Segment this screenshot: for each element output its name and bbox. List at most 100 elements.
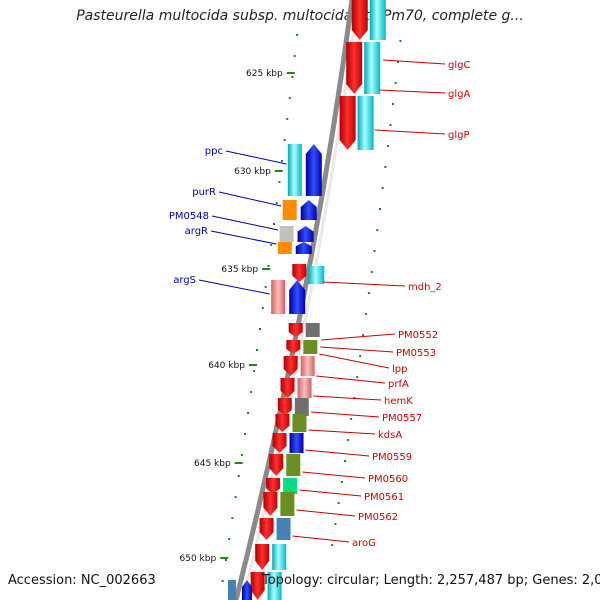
ruler-dot	[224, 559, 227, 561]
ruler-tick	[262, 268, 271, 270]
gene-label: aroG	[352, 538, 376, 549]
ruler-dot	[256, 349, 259, 351]
ruler-dot	[291, 76, 294, 78]
label-leader	[320, 346, 394, 353]
forward-gene-arrow	[275, 414, 290, 432]
label-leader	[299, 489, 362, 497]
ruler-dot	[367, 292, 370, 294]
gene-color-band	[308, 266, 325, 284]
gene-label: hemK	[384, 396, 413, 407]
topology-summary: Topology: circular; Length: 2,257,487 bp…	[262, 573, 600, 588]
ruler-dot	[373, 250, 376, 252]
ruler-dot	[376, 229, 379, 231]
ruler-dot	[293, 55, 296, 57]
ruler-dot	[267, 265, 270, 267]
ruler-dot	[247, 412, 250, 414]
label-leader	[218, 191, 282, 207]
ruler-dot	[378, 208, 381, 210]
ruler-tick	[274, 170, 283, 172]
ruler-tick	[248, 364, 257, 366]
forward-gene-arrow	[292, 264, 307, 282]
ruler-dot	[381, 187, 384, 189]
ruler-dot	[394, 82, 397, 84]
forward-gene-arrow	[339, 96, 356, 150]
label-leader	[308, 429, 376, 435]
forward-gene-arrow	[288, 323, 303, 337]
label-leader	[383, 59, 446, 65]
ruler-dot	[331, 544, 334, 546]
ruler-dot	[261, 307, 264, 309]
ruler-dot	[221, 580, 224, 582]
gene-color-band	[286, 454, 301, 476]
label-leader	[225, 150, 287, 165]
gene-label: glgC	[448, 60, 470, 71]
gene-label: PM0561	[364, 492, 404, 503]
ruler-dot	[337, 502, 340, 504]
forward-gene-arrow	[277, 398, 292, 416]
label-leader	[319, 353, 390, 369]
gene-color-band	[267, 572, 282, 600]
ruler-label: 645 kbp	[194, 459, 231, 469]
ruler-dot	[283, 139, 286, 141]
ruler-dot	[237, 475, 240, 477]
label-leader	[311, 411, 380, 418]
gene-label: lpp	[392, 364, 407, 375]
label-leader	[321, 333, 396, 341]
ruler-dot	[228, 538, 231, 540]
gene-color-band	[271, 280, 286, 314]
gene-label: glgA	[448, 89, 470, 100]
gene-label: PM0559	[372, 452, 412, 463]
ruler-dot	[288, 97, 291, 99]
ruler-dot	[399, 40, 402, 42]
gene-label: mdh_2	[408, 282, 442, 293]
ruler-label: 635 kbp	[221, 265, 258, 275]
ruler-dot	[244, 433, 247, 435]
gene-color-band	[272, 544, 287, 570]
gene-label: argS	[173, 275, 196, 286]
label-leader	[210, 230, 277, 245]
gene-color-band	[287, 144, 302, 196]
ruler-dot	[362, 334, 365, 336]
ruler-dot	[275, 202, 278, 204]
gene-color-band	[277, 242, 292, 254]
forward-gene-arrow	[269, 454, 284, 476]
forward-gene-arrow	[351, 0, 368, 40]
accession-text: Accession: NC_002663	[8, 573, 156, 588]
ruler-dot	[370, 271, 373, 273]
ruler-dot	[397, 61, 400, 63]
forward-gene-arrow	[283, 356, 298, 376]
ruler-tick	[234, 462, 243, 464]
ruler-dot	[296, 34, 299, 36]
gene-color-band	[364, 42, 381, 94]
forward-gene-arrow	[263, 492, 278, 516]
gene-color-band	[300, 356, 315, 376]
ruler-label: 650 kbp	[180, 554, 217, 564]
gene-color-band	[289, 433, 304, 453]
ruler-dot	[392, 103, 395, 105]
forward-gene-arrow	[250, 572, 265, 600]
ruler-dot	[273, 223, 276, 225]
gene-color-band	[357, 96, 374, 150]
ruler-dot	[389, 124, 392, 126]
map-title: Pasteurella multocida subsp. multocida s…	[76, 8, 524, 24]
gene-label: PM0553	[396, 348, 436, 359]
gene-color-band	[276, 518, 291, 540]
gene-color-band	[280, 492, 295, 516]
ruler-dot	[347, 439, 350, 441]
forward-gene-arrow	[272, 433, 287, 453]
gene-color-band	[283, 478, 298, 494]
label-leader	[302, 471, 366, 479]
label-leader	[305, 449, 370, 457]
gene-label: PM0548	[169, 211, 209, 222]
ruler-label: 640 kbp	[208, 361, 245, 371]
reverse-gene-arrow	[241, 580, 252, 600]
ruler-dot	[286, 118, 289, 120]
gene-color-band	[297, 378, 312, 398]
ruler-dot	[258, 328, 261, 330]
gene-color-band	[279, 226, 294, 242]
reverse-gene-arrow	[305, 144, 322, 196]
label-leader	[374, 129, 446, 135]
label-leader	[316, 375, 386, 384]
label-leader	[292, 535, 350, 543]
ruler-tick	[286, 72, 295, 74]
